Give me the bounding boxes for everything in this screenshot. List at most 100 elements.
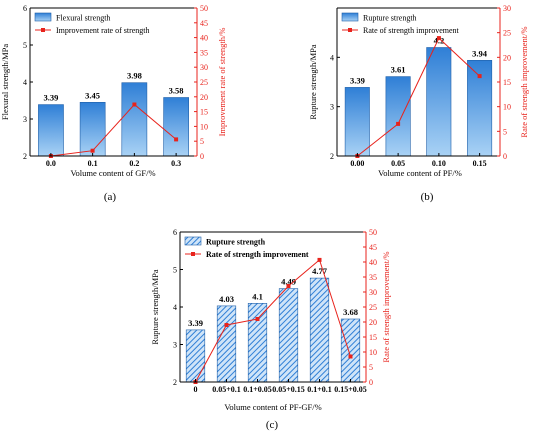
x-tick-label-a-0: 0.0: [46, 159, 56, 168]
y-right-tick-label-b-5: 25: [503, 29, 511, 38]
y-tick-label-a-2: 4: [23, 78, 27, 87]
y-right-tick-label-a-2: 10: [200, 122, 208, 131]
y-axis-label-b: Rupture strength/MPa: [308, 44, 318, 120]
x-tick-label-a-1: 0.1: [88, 159, 98, 168]
y-tick-label-a-0: 2: [23, 152, 27, 161]
y-right-tick-label-b-4: 20: [503, 53, 511, 62]
x-tick-label-c-4: 0.1+0.1: [307, 385, 332, 394]
y-tick-label-a-1: 3: [23, 115, 27, 124]
line-point-a-3: [174, 137, 179, 142]
y-right-axis-label-c: Rate of strength improvement/%: [381, 251, 391, 362]
y-right-tick-label-a-3: 15: [200, 108, 208, 117]
panel-caption-a: (a): [104, 191, 117, 203]
bar-value-label-a-2: 3.98: [127, 71, 142, 81]
y-right-axis-label-b: Rate of strength improvement/%: [519, 26, 529, 137]
bar-value-label-a-3: 3.58: [169, 86, 184, 96]
bar-value-label-c-5: 3.68: [343, 307, 358, 317]
y-right-tick-label-a-4: 20: [200, 93, 208, 102]
y-right-tick-label-c-6: 30: [369, 288, 377, 297]
bar-c-3: [278, 288, 299, 383]
line-point-c-1: [224, 323, 229, 327]
x-tick-label-c-5: 0.15+0.05: [334, 385, 367, 394]
y-right-axis-label-a: Improvement rate of strength/%: [217, 28, 227, 137]
y-right-tick-label-c-5: 25: [369, 303, 377, 312]
legend-line-label-c: Rate of strength improvement: [206, 250, 309, 259]
legend-bar-label-a: Flexural strength: [56, 14, 110, 23]
x-tick-label-a-2: 0.2: [129, 159, 139, 168]
x-tick-label-b-1: 0.05: [391, 159, 405, 168]
y-right-tick-label-c-9: 45: [369, 243, 377, 252]
panel-caption-c: (c): [266, 419, 279, 431]
y-right-tick-label-c-4: 20: [369, 318, 377, 327]
bar-c-1: [216, 305, 237, 383]
line-point-a-1: [90, 148, 95, 153]
y-tick-label-c-2: 4: [173, 303, 177, 312]
bar-value-label-c-1: 4.03: [219, 294, 234, 304]
y-right-tick-label-b-3: 15: [503, 78, 511, 87]
line-point-c-4: [317, 257, 322, 262]
y-right-tick-label-a-1: 5: [200, 137, 204, 146]
bar-a-2: [121, 82, 148, 157]
y-right-tick-label-a-6: 30: [200, 63, 208, 72]
bar-b-0: [344, 87, 370, 157]
y-tick-label-c-1: 3: [173, 341, 177, 350]
y-axis-label-c: Rupture strength/MPa: [150, 269, 160, 345]
line-point-c-5: [348, 354, 353, 359]
x-axis-label-c: Volume content of PF-GF/%: [224, 402, 321, 412]
y-tick-label-a-3: 5: [23, 41, 27, 50]
legend-bar-swatch-b: [341, 12, 359, 22]
bar-a-0: [38, 104, 64, 157]
y-right-tick-label-c-1: 5: [369, 363, 373, 372]
y-right-tick-label-a-5: 25: [200, 78, 208, 87]
bar-value-label-a-1: 3.45: [85, 90, 100, 100]
line-series-a: [50, 103, 177, 157]
bar-c-4: [309, 277, 330, 383]
line-series-b: [357, 37, 480, 157]
legend-line-label-b: Rate of strength improvement: [363, 26, 460, 35]
line-series-c: [195, 259, 351, 383]
line-point-c-3: [286, 284, 291, 288]
bar-value-label-c-2: 4.1: [252, 291, 263, 301]
panel-caption-b: (b): [421, 191, 434, 203]
y-right-tick-label-a-9: 45: [200, 19, 208, 28]
bar-a-1: [79, 102, 106, 157]
line-point-b-1: [396, 121, 401, 126]
bar-a-3: [163, 97, 190, 157]
chart-a: 3.39 3.453.983.58234560510152025303540455…: [0, 4, 227, 203]
legend-bar-swatch-a: [34, 12, 52, 22]
bar-value-label-c-3: 4.49: [281, 277, 296, 287]
chart-b: 3.39 3.61 4.2 3.94 2 3 4 0 5 10 15 20 25 30 0.00 0.05 0.…: [308, 4, 529, 203]
bar-c-2: [247, 302, 268, 383]
y-right-tick-label-c-8: 40: [369, 258, 377, 267]
line-point-c-2: [255, 317, 260, 321]
x-tick-label-b-0: 0.00: [350, 159, 364, 168]
bar-value-label-b-2: 4.2: [434, 36, 445, 46]
y-tick-label-c-0: 2: [173, 378, 177, 387]
bar-value-label-b-3: 3.94: [472, 48, 488, 58]
y-right-tick-label-b-2: 10: [503, 103, 511, 112]
x-tick-label-b-2: 0.10: [432, 159, 446, 168]
x-tick-label-c-3: 0.05+0.15: [272, 385, 305, 394]
x-tick-label-c-1: 0.05+0.1: [212, 385, 241, 394]
line-point-a-2: [132, 102, 137, 107]
y-tick-label-c-3: 5: [173, 266, 177, 275]
y-right-tick-label-c-7: 35: [369, 273, 377, 282]
bar-value-label-b-1: 3.61: [391, 65, 406, 75]
y-tick-label-b-1: 3: [330, 103, 334, 112]
bar-c-0: [185, 329, 206, 383]
y-right-tick-label-a-0: 0: [200, 152, 204, 161]
y-right-tick-label-c-2: 10: [369, 348, 377, 357]
x-tick-label-c-0: 0: [194, 385, 198, 394]
y-right-tick-label-b-1: 5: [503, 127, 507, 136]
y-right-tick-label-a-7: 35: [200, 48, 208, 57]
y-tick-label-c-4: 6: [173, 228, 177, 237]
y-tick-label-b-0: 2: [330, 152, 334, 161]
y-tick-label-b-2: 4: [330, 53, 334, 62]
y-right-tick-label-c-3: 15: [369, 333, 377, 342]
line-point-b-2: [436, 36, 441, 41]
y-right-tick-label-c-10: 50: [369, 228, 377, 237]
y-right-tick-label-a-10: 50: [200, 4, 208, 13]
bar-value-label-b-0: 3.39: [350, 75, 365, 85]
legend-line-label-a: Improvement rate of strength: [56, 26, 150, 35]
